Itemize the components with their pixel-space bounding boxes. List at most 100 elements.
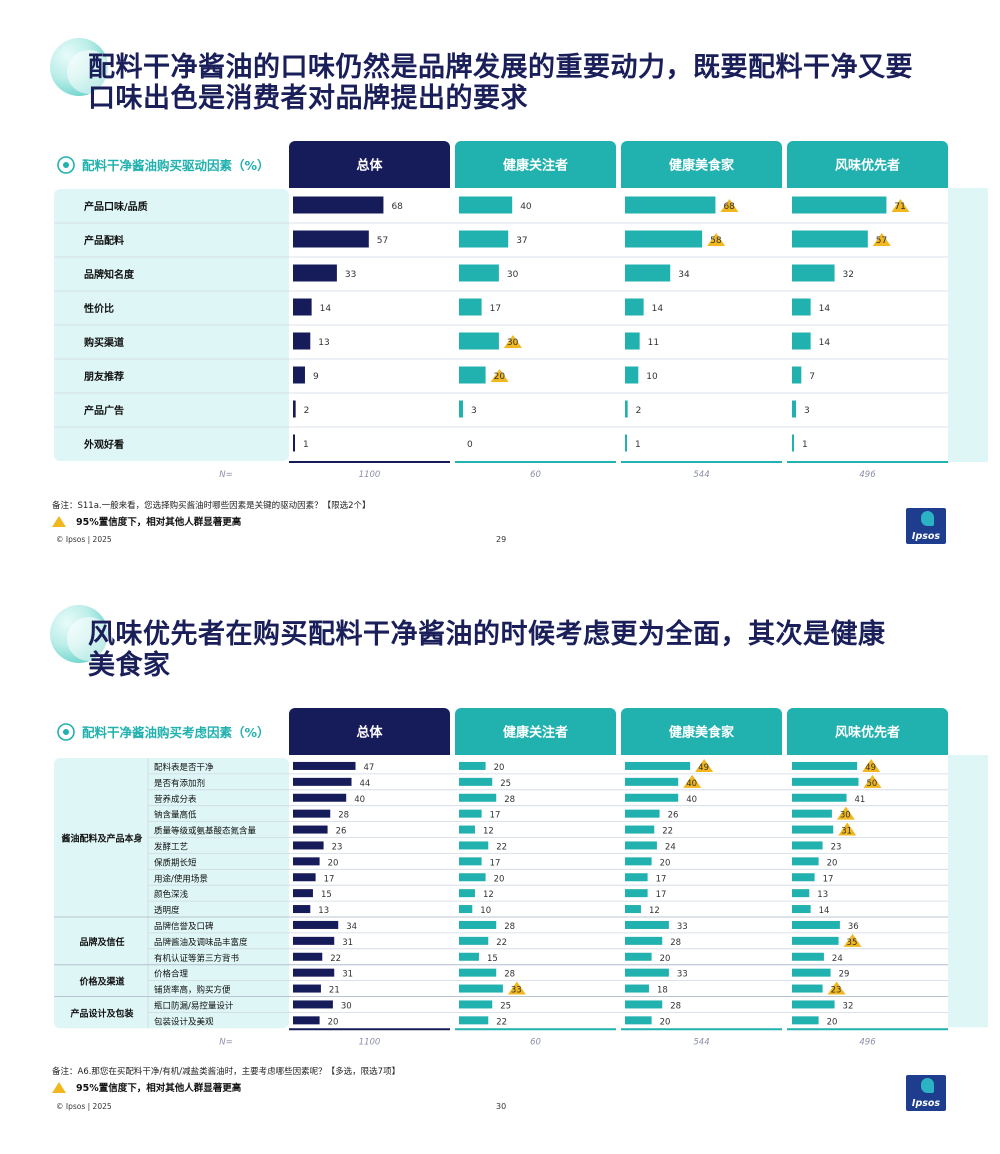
value-label: 32 <box>843 270 854 280</box>
bar <box>625 920 669 929</box>
value-label: 20 <box>660 954 671 964</box>
significance-marker-icon <box>695 758 714 772</box>
value-label: 14 <box>819 338 831 348</box>
column-header-label: 健康美食家 <box>669 725 735 741</box>
value-label: 17 <box>490 811 501 821</box>
column-header-label: 风味优先者 <box>835 158 900 174</box>
logo-mark-icon <box>921 511 934 526</box>
value-label: 28 <box>338 811 349 821</box>
bar <box>459 298 482 316</box>
value-label: 10 <box>646 372 658 382</box>
category-label: 产品配料 <box>84 234 124 247</box>
group-label: 酱油配料及产品本身 <box>61 833 142 845</box>
value-label: 13 <box>817 890 828 900</box>
value-label: 12 <box>483 827 494 837</box>
group-label: 品牌及信任 <box>79 936 124 948</box>
gear-icon <box>57 156 75 174</box>
bar <box>625 857 652 866</box>
column-header-3 <box>787 141 948 188</box>
bar <box>625 889 648 898</box>
value-label: 32 <box>843 1001 854 1011</box>
slide-29: 配料干净酱油的口味仍然是品牌发展的重要动力，既要配料干净又要 口味出色是消费者对… <box>0 0 1000 570</box>
value-label: 30 <box>341 1001 352 1011</box>
significance-marker-icon <box>507 981 526 995</box>
value-label: 13 <box>318 906 329 916</box>
category-label: 品牌酱油及调味品丰富度 <box>154 937 248 948</box>
category-label: 发酵工艺 <box>154 841 188 852</box>
column-body-2 <box>621 758 782 1029</box>
warning-triangle-icon <box>52 1081 66 1093</box>
column-header-base-0 <box>289 749 450 755</box>
value-label: 50 <box>867 779 878 789</box>
bar <box>293 873 316 882</box>
bar <box>792 434 794 452</box>
bar <box>459 841 489 850</box>
value-label: 33 <box>677 970 688 980</box>
value-label: 23 <box>332 842 343 852</box>
bar <box>293 905 311 914</box>
category-label: 透明度 <box>154 905 180 916</box>
column-header-label: 健康关注者 <box>503 158 568 174</box>
value-label: 68 <box>723 202 735 212</box>
bar <box>792 809 832 818</box>
bar <box>293 761 356 770</box>
category-label: 品牌信誉及口碑 <box>154 921 214 932</box>
bar <box>792 1016 819 1025</box>
value-label: 20 <box>328 858 339 868</box>
value-label: 14 <box>652 304 664 314</box>
significance-marker-icon <box>827 981 846 995</box>
bar <box>459 857 482 866</box>
significance-marker-icon <box>891 199 910 212</box>
value-label: 37 <box>516 236 527 246</box>
value-label: 30 <box>507 338 519 348</box>
value-label: 31 <box>342 970 353 980</box>
bar <box>459 777 493 786</box>
value-label: 41 <box>855 795 866 805</box>
page-number: 29 <box>496 535 507 544</box>
value-label: 12 <box>649 906 660 916</box>
bar <box>625 984 649 993</box>
value-label: 2 <box>304 406 310 416</box>
bar <box>459 400 463 418</box>
value-label: 20 <box>494 874 505 884</box>
value-label: 14 <box>819 906 830 916</box>
column-header-base-3 <box>787 182 948 188</box>
significance-marker-icon <box>490 369 509 382</box>
bar <box>792 825 834 834</box>
value-label: 57 <box>876 236 887 246</box>
driver-factors-chart: 配料干净酱油购买驱动因素（%） 总体1100健康关注者60健康美食家544风味优先… <box>54 141 988 480</box>
value-label: 33 <box>677 922 688 932</box>
value-label: 20 <box>494 763 505 773</box>
category-label: 外观好看 <box>83 438 124 451</box>
bar <box>293 968 335 977</box>
n-label: N= <box>219 470 232 480</box>
bar <box>293 984 321 993</box>
significance-marker-icon <box>862 758 881 772</box>
category-label: 保质期长短 <box>154 857 197 868</box>
bar <box>459 920 497 929</box>
value-label: 2 <box>636 406 642 416</box>
bar <box>459 793 497 802</box>
slide-title: 风味优先者在购买配料干净酱油的时候考虑更为全面，其次是健康 美食家 <box>88 619 886 681</box>
category-label: 价格合理 <box>154 969 189 980</box>
value-label: 24 <box>665 842 676 852</box>
value-label: 10 <box>480 906 491 916</box>
value-label: 28 <box>670 938 681 948</box>
page-number: 30 <box>496 1102 507 1111</box>
value-label: 31 <box>342 938 353 948</box>
value-label: 21 <box>329 986 340 996</box>
bar <box>792 952 824 961</box>
value-label: 57 <box>377 236 388 246</box>
category-label: 包装设计及美观 <box>154 1016 214 1027</box>
significance-marker-icon <box>843 933 862 947</box>
bar <box>293 920 339 929</box>
value-label: 15 <box>321 890 332 900</box>
category-label: 品牌知名度 <box>84 268 135 281</box>
title-line-1: 风味优先者在购买配料干净酱油的时候考虑更为全面，其次是健康 <box>88 619 886 650</box>
group-label: 产品设计及包装 <box>70 1007 134 1019</box>
bar <box>459 889 475 898</box>
value-label: 33 <box>511 986 522 996</box>
value-label: 28 <box>670 1001 681 1011</box>
bar <box>792 777 859 786</box>
bar <box>293 298 312 316</box>
